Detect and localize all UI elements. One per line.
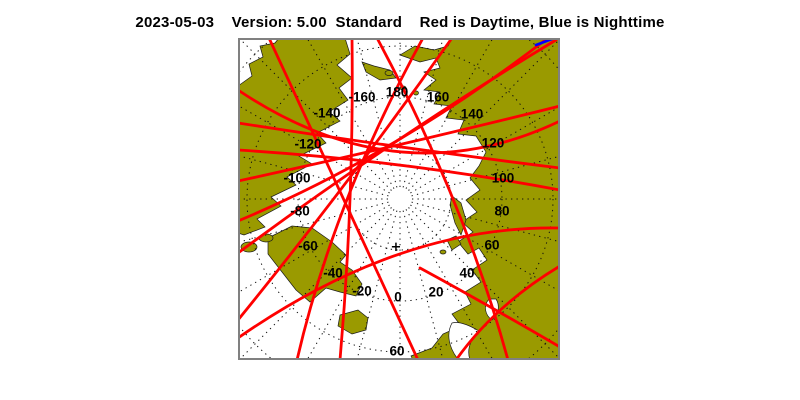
daytime-track [338, 38, 354, 360]
daytime-track [418, 266, 560, 349]
longitude-label: 140 [461, 107, 484, 122]
meridian-line [238, 207, 392, 360]
landmass [399, 38, 560, 360]
meridian-line [306, 209, 395, 360]
meridian-line [402, 38, 444, 188]
longitude-label: -60 [298, 239, 318, 254]
island [439, 249, 447, 255]
daytime-track [238, 38, 454, 322]
satellite-position-marker: + [391, 240, 402, 255]
landmass [238, 38, 353, 236]
daytime-track [238, 104, 560, 183]
daytime-track [238, 148, 560, 192]
meridian-line [238, 201, 389, 243]
longitude-label: -20 [352, 284, 372, 299]
island [384, 70, 394, 76]
map-frame [238, 38, 560, 360]
daytime-track [238, 226, 560, 340]
meridian-line [238, 155, 389, 197]
longitude-label: -100 [283, 171, 310, 186]
meridian-line [402, 210, 444, 360]
latitude-circle [246, 45, 554, 353]
longitude-label: -40 [323, 266, 343, 281]
longitude-label: 60 [484, 238, 499, 253]
meridian-line [356, 38, 398, 188]
meridian-line [238, 204, 390, 294]
inland-sea [448, 322, 480, 360]
meridian-line [411, 201, 560, 243]
daytime-track [267, 38, 420, 360]
longitude-label: 100 [492, 171, 515, 186]
daytime-track [238, 38, 550, 223]
longitude-label: 20 [428, 285, 443, 300]
daytime-track [238, 121, 560, 170]
nighttime-track [534, 38, 559, 47]
landmasses [238, 38, 560, 360]
longitude-label: -140 [313, 106, 340, 121]
longitude-label: -120 [294, 137, 321, 152]
meridian-line [408, 38, 560, 191]
meridian-line [238, 104, 390, 194]
longitude-label: -160 [348, 90, 375, 105]
meridian-line [356, 210, 398, 360]
latitude-circle [297, 96, 503, 302]
polar-map-container: 180 -160 -140 -120 -100 -80 -60 -40 -20 0 20 40 60 80… [238, 38, 560, 360]
longitude-label: 60 [389, 344, 404, 359]
longitude-labels: 180 -160 -140 -120 -100 -80 -60 -40 -20 0 20 40 60 80… [283, 85, 514, 359]
longitude-label: 180 [386, 85, 409, 100]
plot-title: 2023-05-03 Version: 5.00 Standard Red is… [135, 14, 665, 31]
longitude-label: 80 [494, 204, 509, 219]
longitude-label: 160 [427, 90, 450, 105]
meridian-line [405, 38, 494, 189]
meridian-line [411, 155, 560, 197]
island [337, 309, 369, 335]
landmass [267, 225, 363, 303]
meridian-line [238, 38, 392, 191]
meridian-line [408, 207, 560, 360]
longitude-label: 0 [394, 290, 402, 305]
longitude-label: 40 [459, 266, 474, 281]
daytime-track [295, 38, 425, 360]
daytime-tracks [238, 38, 560, 360]
daytime-track [238, 88, 560, 155]
meridian-line [306, 38, 395, 189]
longitude-label: -80 [290, 204, 310, 219]
daytime-track [454, 264, 560, 360]
meridian-line [410, 106, 560, 194]
polar-map: 180 -160 -140 -120 -100 -80 -60 -40 -20 0 20 40 60 80… [238, 38, 560, 360]
meridian-line [410, 204, 560, 292]
longitude-label: 120 [482, 136, 505, 151]
